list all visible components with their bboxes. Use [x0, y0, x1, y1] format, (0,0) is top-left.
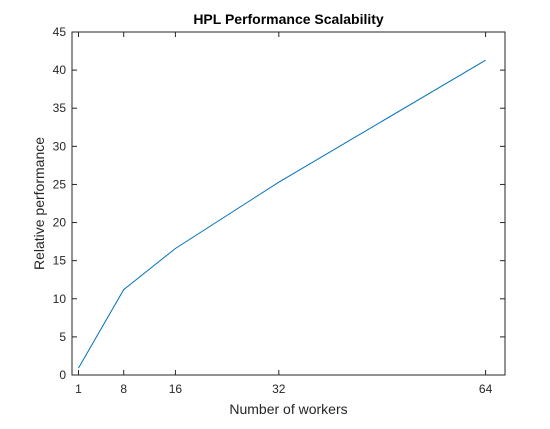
x-tick-label: 1 — [75, 382, 82, 396]
x-tick-label: 32 — [272, 382, 286, 396]
x-tick-label: 8 — [120, 382, 127, 396]
y-axis-label: Relative performance — [31, 137, 47, 270]
y-tick-label: 0 — [59, 368, 66, 382]
y-tick-label: 20 — [53, 216, 67, 230]
y-tick-label: 45 — [53, 25, 67, 39]
y-tick-label: 35 — [53, 101, 67, 115]
y-tick-label: 10 — [53, 292, 67, 306]
axes-box — [71, 31, 506, 376]
y-tick-label: 25 — [53, 177, 67, 191]
y-tick-label: 40 — [53, 63, 67, 77]
y-tick-label: 15 — [53, 254, 67, 268]
y-tick-label: 30 — [53, 139, 67, 153]
x-axis-label: Number of workers — [229, 401, 347, 417]
x-tick-label: 16 — [169, 382, 183, 396]
plot-area: 0 5 10 15 20 25 30 35 40 45 1 8 16 32 64 — [53, 25, 506, 396]
chart-title: HPL Performance Scalability — [193, 11, 384, 27]
series-line — [78, 59, 486, 369]
x-tick-label: 64 — [479, 382, 493, 396]
y-tick-label: 5 — [59, 330, 66, 344]
